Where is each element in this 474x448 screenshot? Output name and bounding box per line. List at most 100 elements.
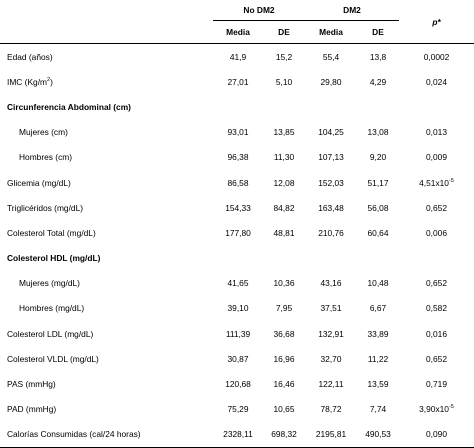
row-label: Calorías Consumidas (cal/24 horas) <box>7 429 141 440</box>
sd-no-dm2: 84,82 <box>273 202 295 213</box>
empty-cell <box>399 94 474 119</box>
sd-dm2: 10,48 <box>367 278 389 289</box>
row-label-text: IMC (Kg/m <box>7 76 48 87</box>
empty-cell <box>357 246 399 271</box>
mean-dm2: 2195,81 <box>315 429 347 440</box>
p-value-header: p* <box>432 16 441 27</box>
col-header-de-no-dm2: DE <box>278 27 290 37</box>
sd-dm2: 13,59 <box>367 379 389 390</box>
sd-no-dm2: 5,10 <box>275 76 293 87</box>
mean-no-dm2: 27,01 <box>227 76 249 87</box>
table-row: Calorías Consumidas (cal/24 horas) 2328,… <box>0 422 474 448</box>
p-value-exponent: -5 <box>448 177 454 184</box>
mean-dm2: 104,25 <box>318 127 344 138</box>
row-label: Hombres (cm) <box>19 152 73 163</box>
mean-no-dm2: 41,9 <box>229 51 247 62</box>
p-value: 3,90x10-5 <box>399 397 474 422</box>
empty-cell <box>399 246 474 271</box>
sd-dm2: 56,08 <box>367 202 389 213</box>
group-header-dm2: DM2 <box>305 0 399 21</box>
empty-cell <box>305 94 357 119</box>
mean-no-dm2: 86,58 <box>227 177 249 188</box>
mean-dm2: 37,51 <box>320 303 342 314</box>
p-value: 0,016 <box>426 328 447 339</box>
table-row: Edad (años) 41,9 15,2 55,4 13,8 0,0002 <box>0 44 474 70</box>
table-row: Hombres (mg/dL) 39,10 7,95 37,51 6,67 0,… <box>0 296 474 321</box>
sd-no-dm2: 13,85 <box>273 127 295 138</box>
empty-cell <box>357 94 399 119</box>
table-row: Mujeres (cm) 93,01 13,85 104,25 13,08 0,… <box>0 120 474 145</box>
header-blank <box>0 21 213 44</box>
row-label: Triglicéridos (mg/dL) <box>7 202 84 213</box>
mean-no-dm2: 154,33 <box>225 202 251 213</box>
sd-dm2: 6,67 <box>369 303 387 314</box>
sd-dm2: 60,64 <box>367 227 389 238</box>
col-header-media-no-dm2: Media <box>226 27 250 37</box>
sd-no-dm2: 7,95 <box>275 303 293 314</box>
header-blank <box>0 0 213 21</box>
row-label-end: ) <box>50 76 53 87</box>
p-value: 0,006 <box>426 227 447 238</box>
mean-no-dm2: 177,80 <box>225 227 251 238</box>
mean-dm2: 152,03 <box>318 177 344 188</box>
mean-no-dm2: 120,68 <box>225 379 251 390</box>
row-label: PAD (mmHg) <box>7 404 57 415</box>
section-row: Circunferencia Abdominal (cm) <box>0 94 474 119</box>
empty-cell <box>263 94 305 119</box>
sd-no-dm2: 698,32 <box>271 429 297 440</box>
mean-dm2: 163,48 <box>318 202 344 213</box>
sd-dm2: 13,8 <box>369 51 387 62</box>
row-label: Mujeres (cm) <box>19 127 68 138</box>
mean-dm2: 29,80 <box>320 76 342 87</box>
mean-no-dm2: 39,10 <box>227 303 249 314</box>
mean-no-dm2: 41,65 <box>227 278 249 289</box>
mean-no-dm2: 30,87 <box>227 353 249 364</box>
p-value: 0,024 <box>426 76 447 87</box>
p-value: 4,51x10-5 <box>399 170 474 195</box>
row-label: IMC (Kg/m2) <box>0 69 213 94</box>
table-row: IMC (Kg/m2) 27,01 5,10 29,80 4,29 0,024 <box>0 69 474 94</box>
p-value-base: 3,90x10 <box>419 404 449 415</box>
table-row: PAS (mmHg) 120,68 16,46 122,11 13,59 0,7… <box>0 371 474 396</box>
row-label: Colesterol Total (mg/dL) <box>7 227 96 238</box>
p-value: 0,652 <box>426 202 447 213</box>
group-header-no-dm2: No DM2 <box>213 0 305 21</box>
table-row: Triglicéridos (mg/dL) 154,33 84,82 163,4… <box>0 195 474 220</box>
row-label-superscript: 2 <box>47 76 51 83</box>
p-value-base: 4,51x10 <box>419 177 449 188</box>
empty-cell <box>263 246 305 271</box>
section-label: Circunferencia Abdominal (cm) <box>7 101 131 112</box>
sd-no-dm2: 16,96 <box>273 353 295 364</box>
p-value: 0,652 <box>426 353 447 364</box>
table-row: Colesterol LDL (mg/dL) 111,39 36,68 132,… <box>0 321 474 346</box>
col-header-media-dm2: Media <box>319 27 343 37</box>
p-value: 0,013 <box>426 127 447 138</box>
table-row: Colesterol Total (mg/dL) 177,80 48,81 21… <box>0 220 474 245</box>
p-value: 0,582 <box>426 303 447 314</box>
mean-dm2: 78,72 <box>320 404 342 415</box>
row-label: Colesterol VLDL (mg/dL) <box>7 353 99 364</box>
row-label: PAS (mmHg) <box>7 379 56 390</box>
sd-dm2: 7,74 <box>369 404 387 415</box>
p-value-exponent: -5 <box>448 404 454 411</box>
table-row: Glicemia (mg/dL) 86,58 12,08 152,03 51,1… <box>0 170 474 195</box>
header-row-stats: Media DE Media DE <box>0 21 474 44</box>
mean-no-dm2: 75,29 <box>227 404 249 415</box>
mean-dm2: 210,76 <box>318 227 344 238</box>
sd-dm2: 490,53 <box>365 429 391 440</box>
sd-no-dm2: 48,81 <box>273 227 295 238</box>
mean-dm2: 43,16 <box>320 278 342 289</box>
mean-dm2: 55,4 <box>322 51 340 62</box>
sd-dm2: 51,17 <box>367 177 389 188</box>
p-value: 0,719 <box>426 379 447 390</box>
p-value: 0,090 <box>426 429 447 440</box>
sd-dm2: 4,29 <box>369 76 387 87</box>
sd-no-dm2: 10,65 <box>273 404 295 415</box>
row-label: Hombres (mg/dL) <box>19 303 85 314</box>
sd-no-dm2: 16,46 <box>273 379 295 390</box>
sd-no-dm2: 12,08 <box>273 177 295 188</box>
mean-dm2: 32,70 <box>320 353 342 364</box>
sd-no-dm2: 15,2 <box>275 51 293 62</box>
mean-no-dm2: 96,38 <box>227 152 249 163</box>
